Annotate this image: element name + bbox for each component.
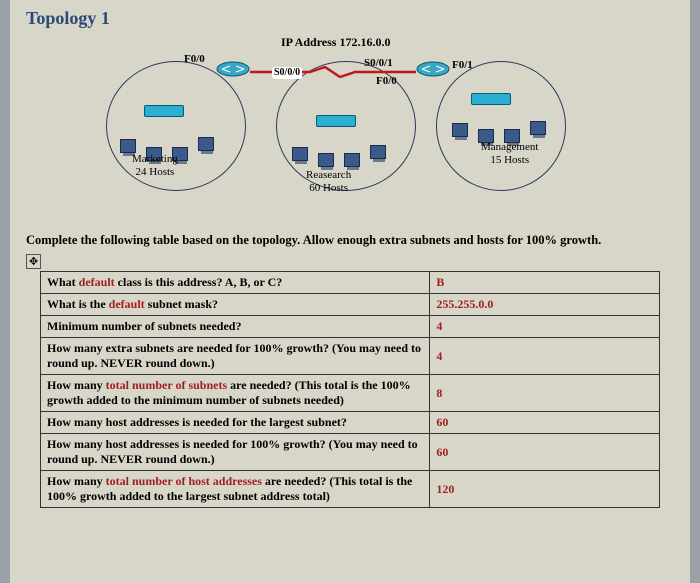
question-cell: Minimum number of subnets needed? bbox=[41, 316, 430, 338]
subnet-name: Marketing bbox=[132, 153, 178, 165]
answer-cell: 120 bbox=[430, 471, 660, 508]
label-s000: S0/0/0 bbox=[272, 67, 302, 79]
label-f00-right: F0/0 bbox=[376, 75, 397, 88]
ip-address-header: IP Address 172.16.0.0 bbox=[281, 35, 390, 50]
table-row: How many extra subnets are needed for 10… bbox=[41, 338, 660, 375]
answer-cell: B bbox=[430, 272, 660, 294]
answer-cell: 4 bbox=[430, 316, 660, 338]
switch-marketing-icon bbox=[144, 105, 184, 117]
question-cell: How many total number of subnets are nee… bbox=[41, 375, 430, 412]
answer-cell: 60 bbox=[430, 412, 660, 434]
question-cell: How many host addresses is needed for th… bbox=[41, 412, 430, 434]
worksheet-page: Topology 1 IP Address 172.16.0.0 F0/0 bbox=[10, 0, 690, 583]
label-marketing: Marketing 24 Hosts bbox=[132, 153, 178, 178]
table-row: How many host addresses is needed for 10… bbox=[41, 434, 660, 471]
pc-icon bbox=[120, 139, 136, 153]
question-cell: What is the default subnet mask? bbox=[41, 294, 430, 316]
pc-icon bbox=[198, 137, 214, 151]
answer-cell: 8 bbox=[430, 375, 660, 412]
subnet-hosts: 60 Hosts bbox=[309, 182, 348, 194]
subnet-hosts: 24 Hosts bbox=[136, 166, 175, 178]
pc-icon bbox=[370, 145, 386, 159]
table-row: Minimum number of subnets needed? 4 bbox=[41, 316, 660, 338]
router-left-icon bbox=[216, 61, 250, 77]
question-cell: What default class is this address? A, B… bbox=[41, 272, 430, 294]
question-cell: How many host addresses is needed for 10… bbox=[41, 434, 430, 471]
switch-management-icon bbox=[471, 93, 511, 105]
label-f00-left: F0/0 bbox=[184, 53, 205, 66]
question-cell: How many total number of host addresses … bbox=[41, 471, 430, 508]
crosshair-icon: ✥ bbox=[26, 254, 41, 269]
label-f01: F0/1 bbox=[452, 59, 473, 72]
subnet-name: Management bbox=[481, 141, 538, 153]
label-s001: S0/0/1 bbox=[364, 57, 393, 70]
subnet-hosts: 15 Hosts bbox=[490, 154, 529, 166]
pc-icon bbox=[292, 147, 308, 161]
table-row: How many total number of host addresses … bbox=[41, 471, 660, 508]
pc-icon bbox=[452, 123, 468, 137]
answer-cell: 60 bbox=[430, 434, 660, 471]
table-row: How many total number of subnets are nee… bbox=[41, 375, 660, 412]
label-research: Reasearch 60 Hosts bbox=[306, 169, 351, 194]
question-cell: How many extra subnets are needed for 10… bbox=[41, 338, 430, 375]
subnet-name: Reasearch bbox=[306, 169, 351, 181]
table-row: What default class is this address? A, B… bbox=[41, 272, 660, 294]
worksheet-table: What default class is this address? A, B… bbox=[40, 271, 660, 508]
table-row: How many host addresses is needed for th… bbox=[41, 412, 660, 434]
pc-icon bbox=[318, 153, 334, 167]
table-row: What is the default subnet mask? 255.255… bbox=[41, 294, 660, 316]
pc-icon bbox=[530, 121, 546, 135]
label-management: Management 15 Hosts bbox=[481, 141, 538, 166]
page-title: Topology 1 bbox=[26, 8, 674, 29]
answer-cell: 4 bbox=[430, 338, 660, 375]
router-right-icon bbox=[416, 61, 450, 77]
pc-icon bbox=[344, 153, 360, 167]
instruction-text: Complete the following table based on th… bbox=[26, 233, 674, 248]
answer-cell: 255.255.0.0 bbox=[430, 294, 660, 316]
topology-diagram: IP Address 172.16.0.0 F0/0 S0/0/0 S0/0/1 bbox=[106, 35, 566, 225]
switch-research-icon bbox=[316, 115, 356, 127]
